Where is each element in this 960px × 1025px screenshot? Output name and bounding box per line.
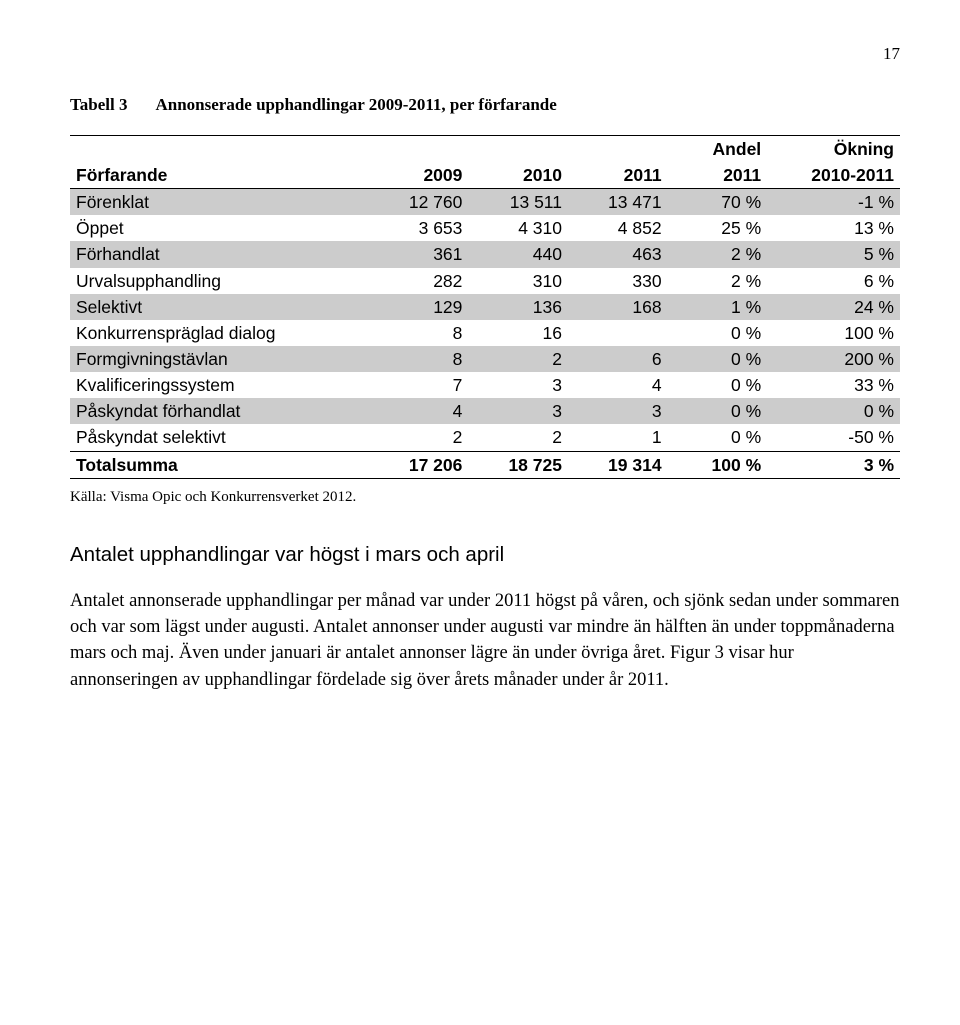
row-label: Urvalsupphandling <box>70 268 369 294</box>
row-okning: 100 % <box>767 320 900 346</box>
col-okning-10-11: 2010-2011 <box>767 162 900 189</box>
row-2011: 13 471 <box>568 189 668 216</box>
row-okning: 0 % <box>767 398 900 424</box>
row-2010: 3 <box>468 372 568 398</box>
row-2010: 136 <box>468 294 568 320</box>
total-2010: 18 725 <box>468 451 568 478</box>
row-okning: 24 % <box>767 294 900 320</box>
row-2011: 3 <box>568 398 668 424</box>
row-2010: 4 310 <box>468 215 568 241</box>
col-forfarande: Förfarande <box>70 162 369 189</box>
row-label: Öppet <box>70 215 369 241</box>
row-label: Påskyndat förhandlat <box>70 398 369 424</box>
row-label: Förenklat <box>70 189 369 216</box>
col-okning-label: Ökning <box>767 135 900 162</box>
row-2009: 129 <box>369 294 469 320</box>
table-row: Förhandlat3614404632 %5 % <box>70 241 900 267</box>
total-2009: 17 206 <box>369 451 469 478</box>
row-2009: 8 <box>369 346 469 372</box>
table-row: Formgivningstävlan8260 %200 % <box>70 346 900 372</box>
row-andel: 1 % <box>668 294 768 320</box>
row-andel: 25 % <box>668 215 768 241</box>
row-2011: 4 852 <box>568 215 668 241</box>
row-2009: 3 653 <box>369 215 469 241</box>
row-label: Formgivningstävlan <box>70 346 369 372</box>
row-andel: 0 % <box>668 320 768 346</box>
row-2010: 16 <box>468 320 568 346</box>
row-okning: -1 % <box>767 189 900 216</box>
row-okning: 6 % <box>767 268 900 294</box>
row-2009: 8 <box>369 320 469 346</box>
row-2010: 2 <box>468 346 568 372</box>
row-label: Påskyndat selektivt <box>70 424 369 451</box>
row-2011: 330 <box>568 268 668 294</box>
row-okning: 33 % <box>767 372 900 398</box>
row-andel: 0 % <box>668 346 768 372</box>
table-row: Förenklat12 76013 51113 47170 %-1 % <box>70 189 900 216</box>
table-row: Konkurrenspräglad dialog816 0 %100 % <box>70 320 900 346</box>
table-row: Selektivt1291361681 %24 % <box>70 294 900 320</box>
row-2010: 3 <box>468 398 568 424</box>
row-2011: 6 <box>568 346 668 372</box>
table-source: Källa: Visma Opic och Konkurrensverket 2… <box>70 487 900 508</box>
row-andel: 0 % <box>668 398 768 424</box>
row-2009: 361 <box>369 241 469 267</box>
col-2010: 2010 <box>468 162 568 189</box>
total-okning: 3 % <box>767 451 900 478</box>
row-2009: 12 760 <box>369 189 469 216</box>
row-andel: 2 % <box>668 241 768 267</box>
col-andel-label: Andel <box>668 135 768 162</box>
total-andel: 100 % <box>668 451 768 478</box>
table-row: Påskyndat förhandlat4330 %0 % <box>70 398 900 424</box>
col-2009: 2009 <box>369 162 469 189</box>
row-2011: 463 <box>568 241 668 267</box>
row-andel: 0 % <box>668 372 768 398</box>
row-2009: 2 <box>369 424 469 451</box>
total-2011: 19 314 <box>568 451 668 478</box>
row-2011: 1 <box>568 424 668 451</box>
row-label: Selektivt <box>70 294 369 320</box>
row-label: Konkurrenspräglad dialog <box>70 320 369 346</box>
row-2010: 13 511 <box>468 189 568 216</box>
row-label: Förhandlat <box>70 241 369 267</box>
row-2011 <box>568 320 668 346</box>
table-title-row: Tabell 3 Annonserade upphandlingar 2009-… <box>70 93 900 116</box>
row-2011: 168 <box>568 294 668 320</box>
table-caption: Annonserade upphandlingar 2009-2011, per… <box>155 93 556 116</box>
row-andel: 2 % <box>668 268 768 294</box>
row-2009: 282 <box>369 268 469 294</box>
row-okning: -50 % <box>767 424 900 451</box>
body-paragraph: Antalet annonserade upphandlingar per må… <box>70 588 900 693</box>
table-row: Påskyndat selektivt2210 %-50 % <box>70 424 900 451</box>
page-number: 17 <box>70 42 900 65</box>
table-label: Tabell 3 <box>70 93 127 116</box>
col-andel-2011: 2011 <box>668 162 768 189</box>
row-label: Kvalificeringssystem <box>70 372 369 398</box>
procurement-table: Andel Ökning Förfarande 2009 2010 2011 2… <box>70 135 900 479</box>
row-okning: 5 % <box>767 241 900 267</box>
row-okning: 13 % <box>767 215 900 241</box>
row-okning: 200 % <box>767 346 900 372</box>
table-row: Öppet3 6534 3104 85225 %13 % <box>70 215 900 241</box>
row-2009: 7 <box>369 372 469 398</box>
table-total-row: Totalsumma17 20618 72519 314100 %3 % <box>70 451 900 478</box>
row-2010: 440 <box>468 241 568 267</box>
table-row: Urvalsupphandling2823103302 %6 % <box>70 268 900 294</box>
total-label: Totalsumma <box>70 451 369 478</box>
row-andel: 0 % <box>668 424 768 451</box>
row-2011: 4 <box>568 372 668 398</box>
row-andel: 70 % <box>668 189 768 216</box>
row-2010: 310 <box>468 268 568 294</box>
col-2011: 2011 <box>568 162 668 189</box>
table-row: Kvalificeringssystem7340 %33 % <box>70 372 900 398</box>
row-2010: 2 <box>468 424 568 451</box>
section-heading: Antalet upphandlingar var högst i mars o… <box>70 541 900 569</box>
row-2009: 4 <box>369 398 469 424</box>
